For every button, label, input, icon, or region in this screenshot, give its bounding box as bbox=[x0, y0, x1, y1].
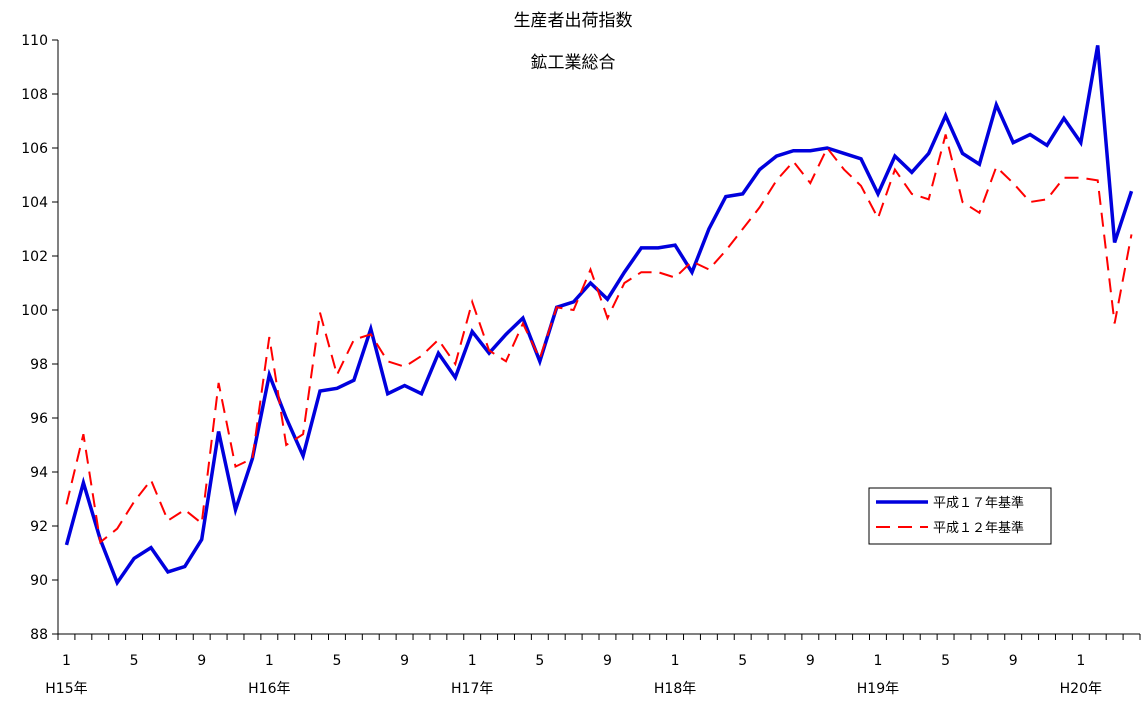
y-tick-label: 106 bbox=[21, 141, 48, 157]
y-tick-label: 98 bbox=[30, 357, 48, 373]
x-tick-label: 5 bbox=[130, 653, 139, 669]
legend-label-series-1: 平成１７年基準 bbox=[933, 495, 1024, 511]
x-year-label: H17年 bbox=[451, 681, 493, 697]
chart-subtitle: 鉱工業総合 bbox=[531, 53, 616, 73]
x-year-label: H20年 bbox=[1060, 681, 1102, 697]
chart-title: 生産者出荷指数 bbox=[514, 11, 633, 31]
y-tick-label: 104 bbox=[21, 195, 48, 211]
y-tick-label: 96 bbox=[30, 411, 48, 427]
x-year-label: H15年 bbox=[45, 681, 87, 697]
y-tick-label: 88 bbox=[30, 627, 48, 643]
axes: 88 90 92 94 96 98 100 102 104 106 108 110 1 5 9 1 5 9 1 5 9 1… bbox=[21, 33, 1141, 697]
x-year-label: H19年 bbox=[857, 681, 899, 697]
x-year-label: H18年 bbox=[654, 681, 696, 697]
series-line-2 bbox=[65, 134, 1133, 545]
x-tick-label: 9 bbox=[1009, 653, 1018, 669]
y-tick-label: 92 bbox=[30, 519, 48, 535]
x-tick-label: 9 bbox=[197, 653, 206, 669]
y-tick-label: 108 bbox=[21, 87, 48, 103]
x-tick-label: 9 bbox=[806, 653, 815, 669]
x-tick-label: 1 bbox=[265, 653, 274, 669]
x-tick-label: 1 bbox=[671, 653, 680, 669]
x-tick-label: 9 bbox=[603, 653, 612, 669]
x-tick-label: 1 bbox=[468, 653, 477, 669]
x-year-label: H16年 bbox=[248, 681, 290, 697]
legend: 平成１７年基準 平成１２年基準 bbox=[868, 487, 1052, 545]
series-lines bbox=[64, 45, 1134, 587]
x-tick-label: 5 bbox=[535, 653, 544, 669]
x-tick-label: 1 bbox=[1076, 653, 1085, 669]
y-tick-label: 110 bbox=[21, 33, 48, 49]
x-tick-label: 1 bbox=[873, 653, 882, 669]
legend-box bbox=[868, 487, 1052, 545]
x-tick-label: 1 bbox=[62, 653, 71, 669]
y-tick-label: 100 bbox=[21, 303, 48, 319]
x-tick-label: 5 bbox=[332, 653, 341, 669]
y-tick-label: 102 bbox=[21, 249, 48, 265]
x-tick-label: 9 bbox=[400, 653, 409, 669]
legend-label-series-2: 平成１２年基準 bbox=[933, 520, 1024, 536]
y-tick-label: 94 bbox=[30, 465, 48, 481]
y-tick-label: 90 bbox=[30, 573, 48, 589]
x-tick-label: 5 bbox=[941, 653, 950, 669]
x-tick-label: 5 bbox=[738, 653, 747, 669]
